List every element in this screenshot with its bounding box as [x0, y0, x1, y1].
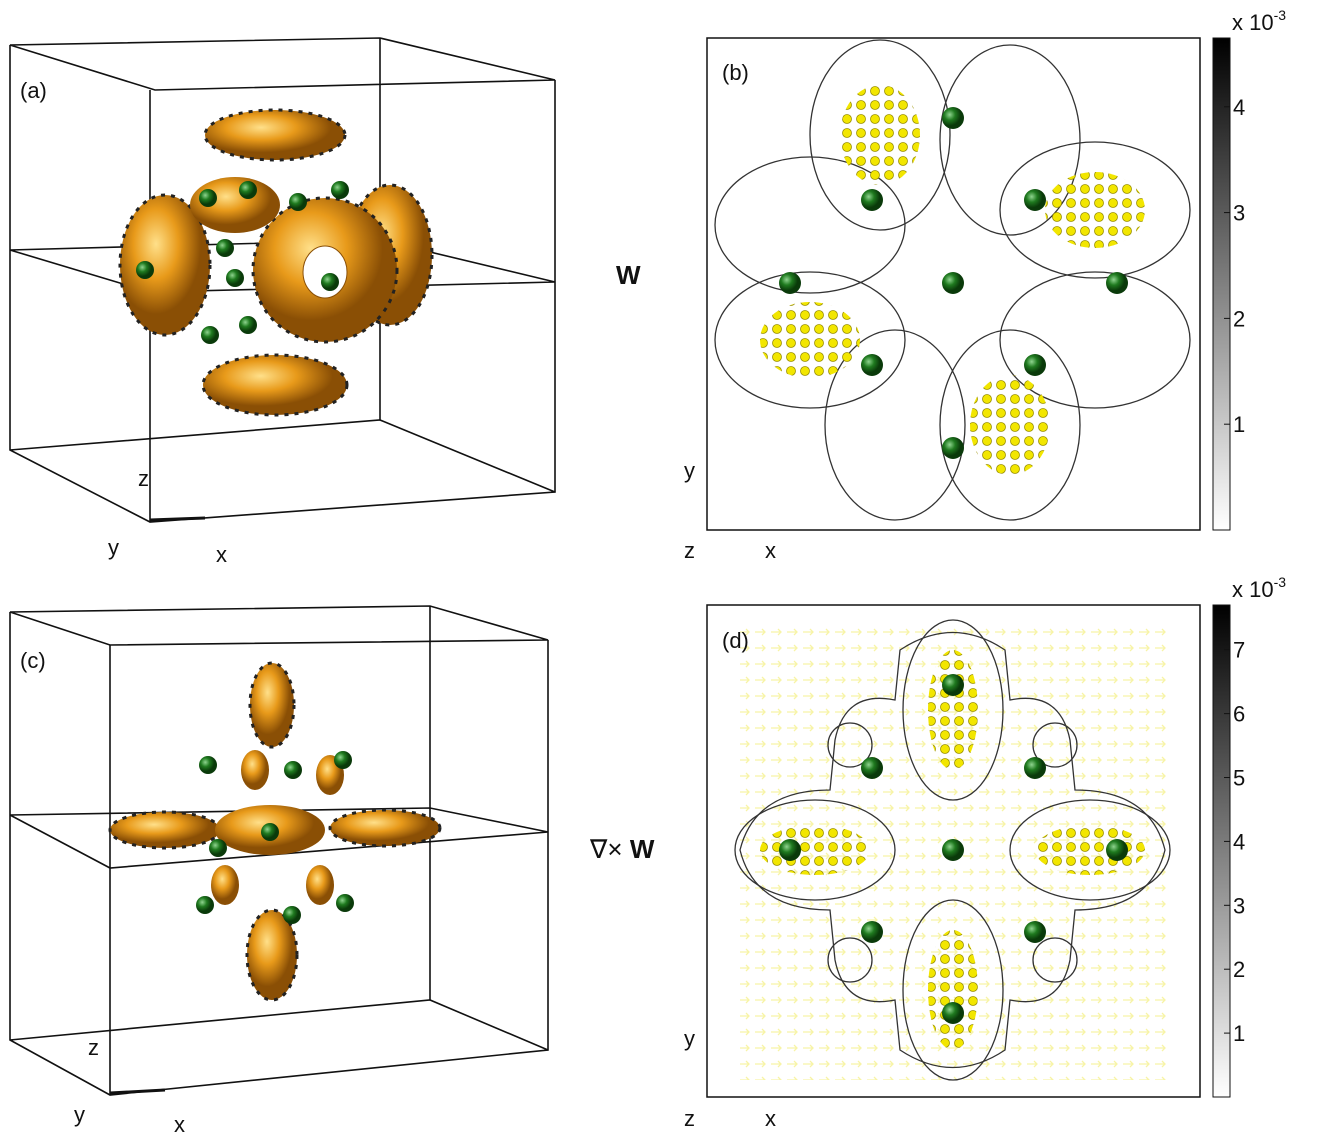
- colorbar-tick-label: 1: [1233, 1021, 1245, 1046]
- panel-d: (d) y z x: [684, 604, 1231, 1131]
- panel-label: (d): [722, 628, 749, 653]
- axis-label: z: [88, 1035, 99, 1060]
- colorbar: [1212, 37, 1231, 531]
- symbol: W: [630, 834, 655, 864]
- colorbar-tick-label: 1: [1233, 412, 1245, 437]
- operator: ∇×: [589, 834, 623, 864]
- colorbar-tick-label: 7: [1233, 638, 1245, 663]
- colorbar-tick-label: 3: [1233, 893, 1245, 918]
- panel-c: (c) z y x: [9, 605, 549, 1136]
- colorbar-tick-label: 2: [1233, 306, 1245, 331]
- row-label: W: [616, 260, 641, 290]
- scale-exponent: -3: [1274, 7, 1287, 23]
- scale-base: x 10: [1232, 577, 1274, 602]
- axis-label: y: [74, 1102, 85, 1127]
- panel-label: (b): [722, 60, 749, 85]
- colorbar-scale: x 10-3: [1232, 574, 1286, 602]
- axis-label: z: [684, 538, 695, 563]
- panel-a: (a) z y x: [9, 37, 556, 567]
- panel-label: (c): [20, 648, 46, 673]
- colorbar-tick-label: 4: [1233, 829, 1245, 854]
- axis-label: x: [216, 542, 227, 567]
- axis-label: y: [684, 458, 695, 483]
- colorbar-tick-label: 3: [1233, 201, 1245, 226]
- scale-base: x 10: [1232, 10, 1274, 35]
- colorbar-tick-label: 4: [1233, 95, 1245, 120]
- axis-label: x: [765, 1106, 776, 1131]
- colorbar-tick-label: 2: [1233, 957, 1245, 982]
- axis-label: y: [684, 1026, 695, 1051]
- axis-label: y: [108, 535, 119, 560]
- colorbar-scale: x 10-3: [1232, 7, 1286, 35]
- colorbar-tick-label: 6: [1233, 702, 1245, 727]
- axis-label: x: [174, 1112, 185, 1136]
- axis-label: z: [684, 1106, 695, 1131]
- colorbar: [1212, 604, 1231, 1098]
- row-label: ∇× W: [589, 834, 655, 864]
- colorbar-tick-label: 5: [1233, 766, 1245, 791]
- panel-label: (a): [20, 78, 47, 103]
- axis-label: z: [138, 466, 149, 491]
- axis-label: x: [765, 538, 776, 563]
- scale-exponent: -3: [1274, 574, 1287, 590]
- panel-b: (b) y z x: [684, 37, 1231, 563]
